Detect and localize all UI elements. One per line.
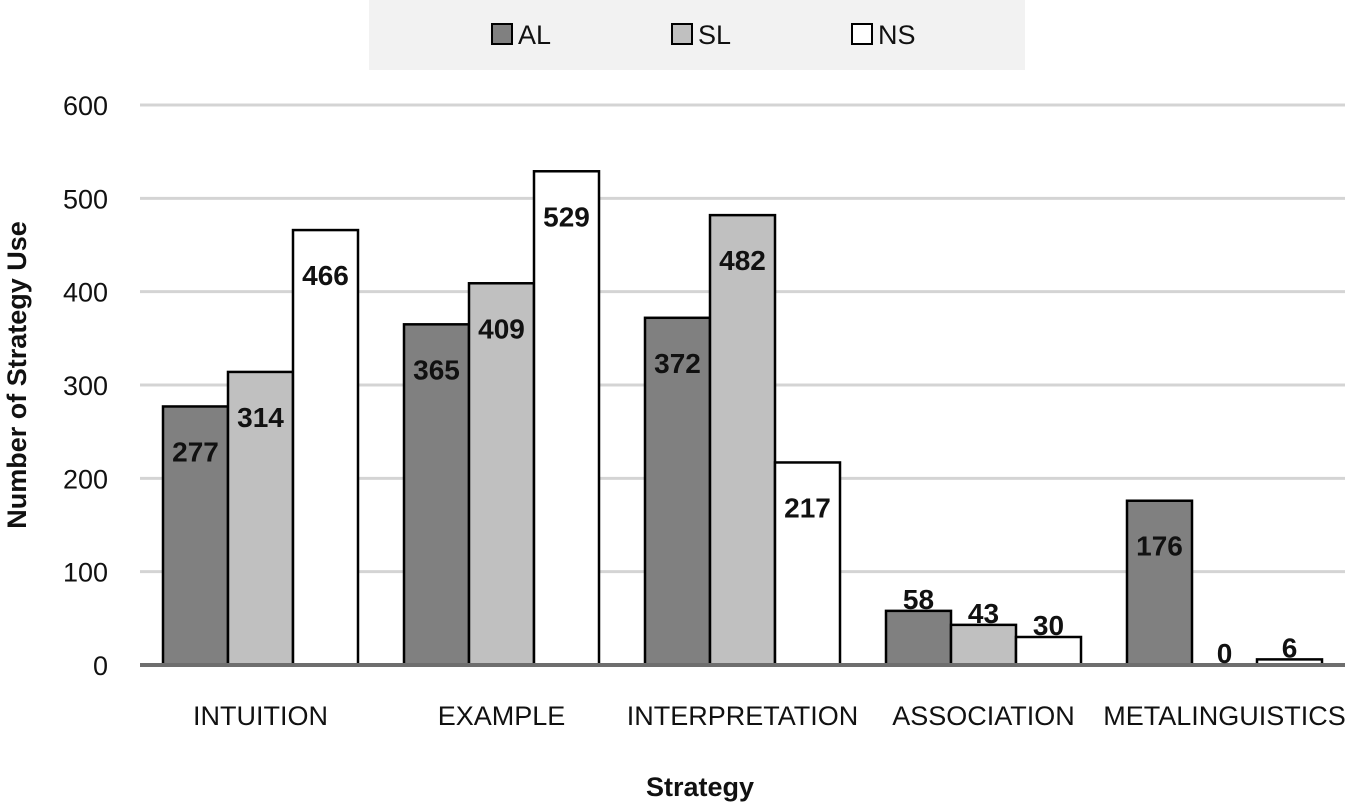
y-tick-label: 0 [93,651,108,681]
data-label: 6 [1282,632,1298,663]
data-label: 372 [654,348,701,379]
data-label: 314 [237,402,284,433]
y-axis-title: Number of Strategy Use [2,221,32,529]
y-axis-ticks: 0 100 200 300 400 500 600 [63,91,108,681]
bars [161,170,1324,667]
bar-sl-association [949,623,1018,667]
y-tick-label: 400 [63,278,108,308]
bar-ns-intuition [291,228,360,667]
bar-al-interpretation [643,316,712,667]
legend-label-ns: NS [878,20,916,50]
x-axis-categories: INTUITION EXAMPLE INTERPRETATION ASSOCIATIO… [193,701,1346,731]
data-label: 365 [413,354,460,385]
bar-al-association [884,609,953,667]
legend-label-sl: SL [698,20,731,50]
y-tick-label: 300 [63,371,108,401]
y-tick-label: 500 [63,184,108,214]
data-label: 217 [784,492,831,523]
data-label: 277 [172,436,219,467]
x-tick-label: INTERPRETATION [627,701,859,731]
data-label: 30 [1033,610,1064,641]
legend-swatch-ns [851,23,873,45]
bar-al-example [402,323,471,667]
legend-label-al: AL [518,20,551,50]
bar-al-metalinguistics [1125,499,1194,667]
data-label: 466 [302,260,349,291]
bar-ns-association [1014,635,1083,667]
data-label: 482 [719,245,766,276]
data-label: 58 [903,584,934,615]
y-tick-label: 200 [63,464,108,494]
y-tick-label: 100 [63,558,108,588]
legend-swatch-al [491,23,513,45]
data-label: 529 [543,201,590,232]
data-label: 0 [1217,638,1233,669]
data-label: 409 [478,313,525,344]
bar-sl-example [467,282,536,667]
bar-sl-interpretation [708,213,777,667]
x-axis-title: Strategy [646,772,754,802]
x-tick-label: EXAMPLE [438,701,566,731]
x-tick-label: INTUITION [193,701,328,731]
data-label: 43 [968,598,999,629]
bar-ns-example [532,170,601,667]
legend-swatch-sl [671,23,693,45]
data-label: 176 [1136,531,1183,562]
legend: AL SL NS [491,20,916,50]
legend-background [369,0,1025,70]
x-tick-label: ASSOCIATION [892,701,1075,731]
x-tick-label: METALINGUISTICS [1103,701,1346,731]
data-labels: 277 314 466 365 409 529 372 482 217 58 43 30 176 0 6 [172,201,1297,669]
y-tick-label: 600 [63,91,108,121]
